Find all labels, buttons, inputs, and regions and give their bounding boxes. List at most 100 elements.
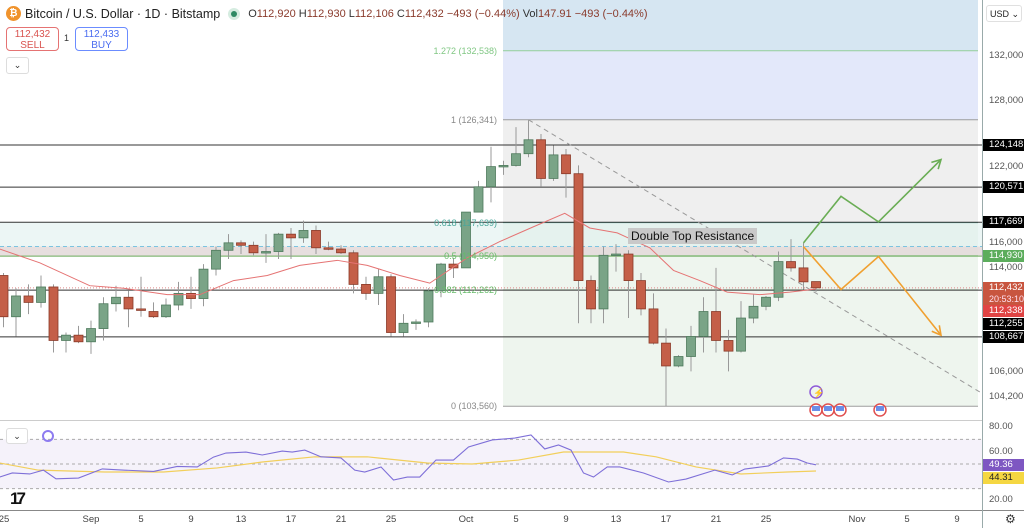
bullish-candle [223, 242, 234, 251]
rsi-line [0, 434, 817, 483]
level-badge: 120,571 [983, 181, 1024, 193]
ohlc-readout: O112,920 H112,930 L112,106 C112,432 −493… [248, 7, 648, 20]
bullish-candle [473, 186, 484, 213]
bearish-candle [186, 292, 196, 299]
double-top-resistance-label[interactable]: Double Top Resistance [628, 228, 758, 244]
date-label: 5 [513, 514, 519, 525]
date-label: 17 [660, 514, 672, 525]
bullish-candle [98, 303, 109, 329]
fib-level-label: 0 (103,560) [450, 401, 497, 412]
price-label: 128,000 [989, 95, 1024, 106]
us-flag-icon [836, 406, 844, 411]
fib-level-label: 0.618 (117,639) [434, 217, 497, 228]
price-label: 106,000 [989, 366, 1024, 377]
pane-separator[interactable] [0, 420, 982, 421]
bullish-candle [436, 263, 446, 292]
date-label: 21 [710, 514, 722, 525]
bullish-candle [611, 253, 621, 256]
bullish-candle [598, 254, 609, 310]
bearish-candle [798, 267, 809, 283]
date-label: 5 [904, 514, 910, 525]
gear-icon[interactable]: ⚙ [1005, 512, 1016, 526]
bearish-candle [136, 308, 146, 311]
bullish-candle [686, 336, 696, 357]
level-badge: 108,667 [983, 331, 1024, 343]
bearish-candle [236, 242, 246, 246]
bearish-candle [636, 280, 646, 310]
date-label: 13 [610, 514, 622, 525]
bearish-candle [386, 276, 396, 333]
rsi-ma-line [0, 451, 817, 475]
currency-selector[interactable]: USD ⌄ [986, 5, 1022, 22]
date-label: 9 [188, 514, 194, 525]
bearish-candle [348, 252, 359, 285]
bullish-candle [211, 249, 221, 270]
bearish-candle [248, 244, 259, 254]
symbol-title[interactable]: Bitcoin / U.S. Dollar · 1D · Bitstamp [25, 6, 221, 21]
bearish-candle [311, 230, 321, 249]
order-quantity[interactable]: 1 [64, 33, 70, 43]
bearish-candle [73, 334, 84, 343]
bearish-scenario-path-arrowhead-icon [931, 325, 943, 337]
symbol-header[interactable]: ₿ Bitcoin / U.S. Dollar · 1D · Bitstamp … [6, 5, 648, 22]
bearish-candle [586, 280, 596, 310]
bullish-candle [261, 251, 271, 254]
bullish-candle [773, 261, 784, 298]
bearish-candle [723, 340, 734, 352]
bearish-candle [536, 139, 546, 179]
bearish-candle [623, 253, 634, 281]
time-axis-border [0, 510, 982, 511]
bullish-candle [36, 286, 46, 303]
bullish-candle [698, 311, 709, 337]
lightning-event-icon [809, 385, 823, 399]
date-label: 17 [285, 514, 297, 525]
bearish-candle [711, 311, 721, 341]
collapse-legend-button[interactable]: ⌄ [6, 57, 29, 74]
bullish-candle [423, 290, 434, 323]
us-flag-icon [812, 406, 820, 411]
date-label: Nov [848, 514, 866, 525]
double-top-zone [0, 246, 982, 257]
rsi-indicator-icon[interactable] [42, 430, 54, 442]
bearish-candle [561, 154, 571, 175]
fib-zone [503, 0, 978, 51]
level-badge: 112,255 [983, 318, 1024, 330]
sell-button[interactable]: 112,432 SELL [6, 27, 59, 51]
bearish-candle [23, 295, 34, 303]
bearish-scenario-path [802, 246, 942, 336]
downtrend-line [528, 119, 982, 394]
bullish-candle [523, 139, 534, 155]
buy-button[interactable]: 112,433 BUY [75, 27, 128, 51]
rsi-label: 20.00 [989, 494, 1013, 505]
price-label: 114,000 [989, 262, 1023, 273]
fib-level-label: 0.382 (112,262) [434, 285, 497, 296]
bullish-candle [111, 296, 121, 305]
bullish-candle [273, 233, 284, 252]
date-label: Oct [458, 514, 474, 525]
tradingview-logo[interactable]: 17 [10, 489, 26, 508]
date-label: 5 [138, 514, 144, 525]
fib-level-label: 1 (126,341) [450, 114, 497, 125]
date-label: 25 [0, 514, 10, 525]
price-chart[interactable]: ⚡ [0, 0, 982, 510]
bearish-candle [811, 281, 821, 289]
price-axis[interactable]: USD ⌄ 132,000 128,000 124,148 122,000 12… [982, 0, 1024, 528]
date-label: 9 [563, 514, 569, 525]
date-label: 13 [235, 514, 247, 525]
market-open-dot-icon [228, 7, 241, 20]
date-label: 21 [335, 514, 347, 525]
price-label: 116,000 [989, 237, 1023, 248]
bearish-candle [148, 311, 159, 318]
bullish-candle [498, 165, 509, 168]
bearish-candle [336, 248, 346, 254]
bearish-candle [786, 261, 796, 269]
date-label: 25 [385, 514, 397, 525]
bullish-candle [411, 321, 421, 324]
rsi-collapse-button[interactable]: ⌄ [6, 428, 28, 444]
chevron-down-icon: ⌄ [13, 60, 22, 70]
bearish-candle [573, 173, 584, 281]
bullish-candle [173, 292, 184, 306]
bitcoin-icon: ₿ [6, 6, 21, 21]
rsi-label: 80.00 [989, 421, 1013, 432]
ma-badge: 112,338 [983, 305, 1024, 317]
